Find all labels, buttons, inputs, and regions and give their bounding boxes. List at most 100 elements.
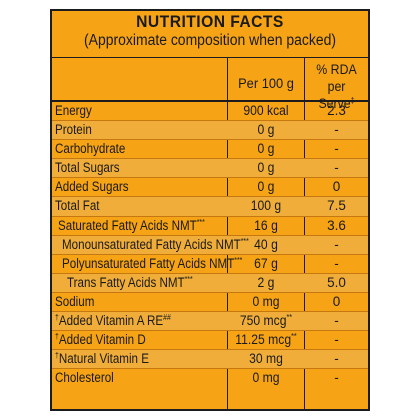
column-header-rda: % RDA per Serve‡	[309, 61, 364, 112]
nutrient-name-text: Trans Fatty Acids NMT	[67, 274, 185, 290]
table-row: †Natural Vitamin E 30 mg -	[52, 350, 368, 370]
per-100g-value: 750 mcg**	[232, 312, 300, 330]
per-100g-value-text: 0 g	[257, 160, 275, 176]
table-row: †Added Vitamin D 11.25 mcg** -	[52, 331, 368, 351]
per-100g-value: 900 kcal	[232, 102, 300, 120]
double-dagger-mark: ‡	[350, 96, 355, 105]
value-footnote-mark: **	[291, 332, 297, 342]
per-100g-value-text: 0 g	[257, 122, 275, 138]
footnote-mark: ***	[184, 274, 193, 284]
table-row: Added Sugars 0 g 0	[52, 178, 368, 198]
per-100g-value-text: 750 mcg	[239, 313, 287, 329]
dagger-mark: †	[55, 313, 59, 323]
per-100g-value-text: 30 mg	[249, 351, 283, 367]
nutrient-name-text: Natural Vitamin E	[58, 351, 149, 367]
footnote-mark: ##	[163, 313, 171, 323]
per-100g-value-text: 16 g	[254, 217, 278, 233]
nutrient-name-text: Energy	[55, 103, 92, 118]
per-100g-value-text: 67 g	[254, 255, 278, 271]
nutrient-name-text: Polyunsaturated Fatty Acids NMT	[62, 255, 235, 271]
nutrition-facts-panel: NUTRITION FACTS (Approximate composition…	[50, 9, 370, 411]
table-row: Trans Fatty Acids NMT*** 2 g 5.0	[52, 273, 368, 293]
label-header: NUTRITION FACTS (Approximate composition…	[52, 11, 368, 58]
table-row: Total Sugars 0 g -	[52, 159, 368, 179]
rda-value: -	[334, 370, 339, 386]
column-header-row: Per 100 g % RDA per Serve‡	[52, 58, 368, 111]
per-100g-value-text: 0 g	[257, 141, 275, 157]
table-row: Carbohydrate 0 g -	[52, 140, 368, 160]
table-row: Cholesterol 0 mg -	[52, 369, 368, 388]
column-divider-right	[304, 58, 305, 409]
nutrient-name-text: Total Fat	[55, 198, 100, 214]
nutrient-name-text: Added Vitamin A RE	[58, 313, 164, 329]
nutrient-table: Energy 900 kcal 2.3 Protein 0 g - Carbohydrate…	[52, 102, 368, 388]
per-100g-value-text: 2 g	[257, 274, 275, 290]
nutrient-name: Total Fat	[55, 197, 100, 215]
column-header-per-100g: Per 100 g	[238, 75, 294, 91]
nutrient-name-text: Added Sugars	[55, 179, 129, 195]
nutrient-name: Added Sugars	[55, 178, 129, 196]
nutrient-name: Energy	[55, 102, 92, 120]
nutrient-name: Sodium	[55, 293, 94, 311]
dagger-mark: †	[55, 332, 59, 342]
per-100g-value: 16 g	[232, 217, 300, 235]
per-100g-value-text: 11.25 mcg	[235, 332, 292, 348]
footnote-mark: ***	[240, 236, 249, 246]
nutrient-name-text: Protein	[55, 122, 92, 138]
table-row: Polyunsaturated Fatty Acids NMT*** 67 g -	[52, 255, 368, 274]
column-header-rda-line2: per Serve‡	[309, 78, 364, 112]
nutrient-name-text: Monounsaturated Fatty Acids NMT	[62, 236, 241, 252]
per-100g-value-text: 900 kcal	[243, 103, 289, 118]
per-100g-value: 0 g	[232, 121, 300, 139]
per-100g-value: 11.25 mcg**	[232, 331, 300, 349]
rda-value: 0	[332, 179, 341, 195]
per-100g-value-text: 0 g	[257, 179, 275, 195]
nutrient-name: †Added Vitamin A RE##	[55, 312, 171, 330]
rda-value: -	[334, 160, 339, 176]
nutrient-name-text: Total Sugars	[55, 160, 120, 176]
table-row: Protein 0 g -	[52, 121, 368, 141]
table-row: Monounsaturated Fatty Acids NMT*** 40 g -	[52, 235, 368, 255]
dagger-mark: †	[55, 351, 59, 361]
nutrient-name: Protein	[55, 121, 92, 139]
per-100g-value: 0 mg	[232, 369, 300, 387]
nutrient-name-text: Cholesterol	[55, 370, 114, 386]
label-title: NUTRITION FACTS	[136, 12, 284, 31]
per-100g-value: 0 g	[232, 178, 300, 196]
nutrient-name: Cholesterol	[55, 369, 114, 387]
rda-value: -	[334, 122, 339, 138]
table-row: Sodium 0 mg 0	[52, 293, 368, 313]
per-100g-value-text: 0 mg	[252, 293, 280, 309]
per-100g-value-text: 0 mg	[252, 370, 280, 386]
column-header-rda-line1: % RDA	[316, 61, 357, 77]
table-row: †Added Vitamin A RE## 750 mcg** -	[52, 312, 368, 332]
nutrient-name-text: Saturated Fatty Acids NMT	[58, 217, 197, 233]
nutrient-name: Total Sugars	[55, 159, 120, 177]
per-100g-value: 100 g	[232, 197, 300, 215]
nutrient-name-text: Added Vitamin D	[58, 332, 146, 348]
per-100g-value: 2 g	[232, 274, 300, 292]
per-100g-value: 67 g	[232, 255, 300, 273]
rda-value: 5.0	[327, 274, 346, 290]
rda-value: 2.3	[327, 103, 346, 118]
nutrient-name: †Added Vitamin D	[55, 331, 146, 349]
nutrient-name: Polyunsaturated Fatty Acids NMT***	[62, 255, 242, 273]
nutrient-name: Trans Fatty Acids NMT***	[67, 274, 193, 292]
per-100g-value: 0 g	[232, 140, 300, 158]
per-100g-value: 30 mg	[232, 350, 300, 368]
value-footnote-mark: **	[286, 313, 293, 323]
per-100g-value: 0 g	[232, 159, 300, 177]
rda-value: -	[334, 236, 339, 252]
nutrient-name-text: Sodium	[55, 293, 95, 309]
label-subtitle: (Approximate composition when packed)	[84, 32, 336, 49]
nutrient-name-text: Carbohydrate	[55, 141, 126, 157]
per-100g-value-text: 100 g	[250, 198, 282, 214]
rda-value: -	[334, 313, 339, 329]
table-row: Saturated Fatty Acids NMT*** 16 g 3.6	[52, 217, 368, 236]
per-100g-value: 40 g	[232, 236, 300, 254]
footnote-mark: ***	[234, 255, 243, 265]
rda-value: 7.5	[327, 198, 346, 214]
rda-value: -	[334, 351, 339, 367]
rda-value: -	[334, 332, 339, 348]
column-divider-left	[227, 58, 228, 409]
